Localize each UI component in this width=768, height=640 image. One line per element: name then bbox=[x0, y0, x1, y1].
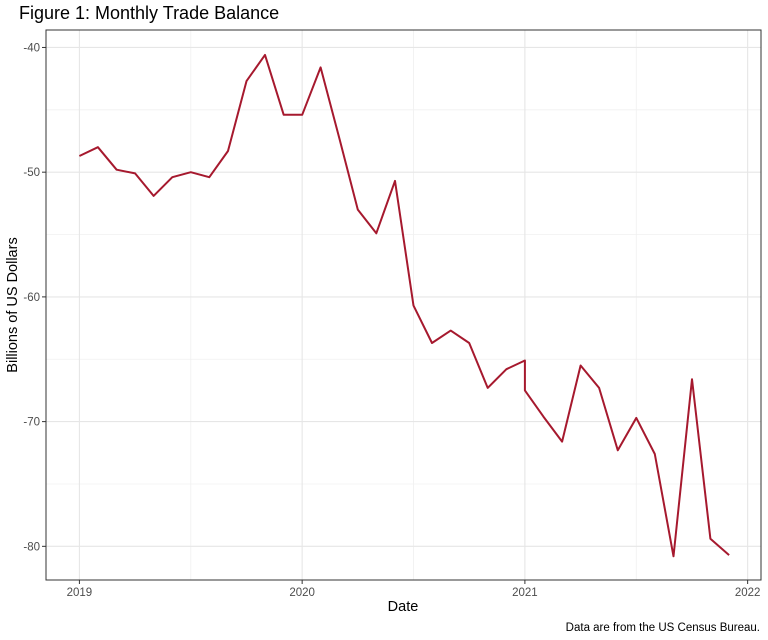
y-tick-label: -60 bbox=[23, 292, 40, 304]
x-axis: 2019 2020 2021 2022 bbox=[67, 580, 761, 599]
chart-caption: Data are from the US Census Bureau. bbox=[566, 622, 760, 634]
chart-title: Figure 1: Monthly Trade Balance bbox=[19, 3, 279, 23]
plot-panel bbox=[45, 29, 762, 581]
x-tick-label: 2021 bbox=[512, 587, 538, 599]
panel-border bbox=[45, 29, 762, 581]
x-tick-label: 2020 bbox=[289, 587, 315, 599]
x-tick-label: 2019 bbox=[67, 587, 93, 599]
plot-background bbox=[46, 30, 761, 580]
x-tick-label: 2022 bbox=[735, 587, 761, 599]
x-axis-title: Date bbox=[388, 599, 419, 615]
y-tick-label: -40 bbox=[23, 42, 40, 54]
y-tick-label: -70 bbox=[23, 417, 40, 429]
y-axis: -40 -50 -60 -70 -80 bbox=[23, 42, 46, 553]
trade-balance-line bbox=[78, 53, 730, 558]
y-tick-label: -50 bbox=[23, 167, 40, 179]
y-axis-title: Billions of US Dollars bbox=[5, 237, 21, 372]
major-gridlines bbox=[46, 30, 761, 580]
y-tick-label: -80 bbox=[23, 541, 40, 553]
